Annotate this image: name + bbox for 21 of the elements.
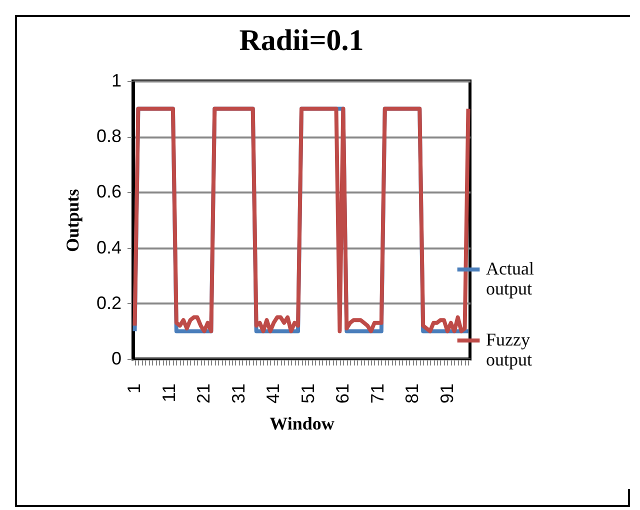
x-tick-label: 61 (332, 384, 353, 404)
x-tick-label: 91 (436, 384, 457, 404)
x-tick-label: 11 (158, 384, 179, 402)
y-tick-label: 1 (111, 70, 122, 90)
legend-label: Actual output (486, 258, 534, 298)
x-tick-label: 81 (402, 384, 422, 404)
x-tick-label: 1 (124, 384, 144, 394)
y-tick-label: 0.2 (96, 292, 122, 313)
x-tick-label: 71 (367, 384, 388, 404)
x-tick-label: 41 (263, 384, 284, 404)
x-tick-label: 21 (194, 384, 214, 404)
x-tick-label: 51 (298, 384, 318, 404)
x-axis-title: Window (270, 414, 334, 434)
x-tick-label: 31 (228, 384, 248, 404)
chart-title: Radii=0.1 (239, 24, 364, 57)
y-tick-label: 0.6 (96, 182, 122, 202)
legend-label: Fuzzy output (486, 330, 532, 370)
y-tick-label: 0.4 (96, 237, 122, 258)
y-tick-label: 0.8 (96, 126, 122, 146)
y-tick-label: 0 (111, 348, 122, 368)
y-axis-title: Outputs (62, 188, 82, 252)
